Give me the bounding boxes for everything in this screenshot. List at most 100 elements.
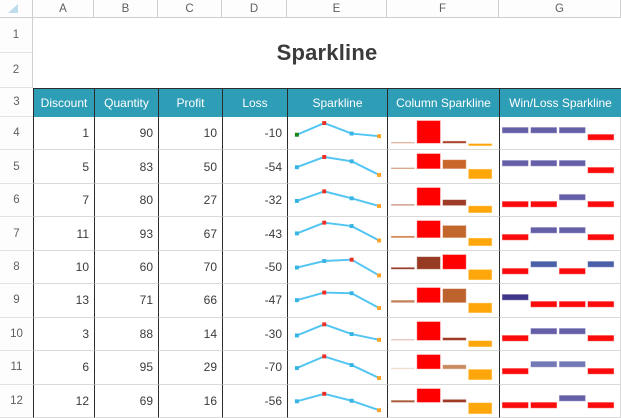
cell-C7[interactable]: 67: [158, 217, 222, 251]
table-header-loss[interactable]: Loss: [222, 88, 287, 117]
cell-G12-winloss-sparkline[interactable]: [499, 384, 621, 418]
cell-E12-line-sparkline[interactable]: [287, 384, 387, 418]
cell-A4[interactable]: 1: [33, 117, 94, 151]
cell-A8[interactable]: 10: [33, 250, 94, 285]
cell-G6-winloss-sparkline[interactable]: [499, 183, 621, 218]
cell-F12-column-sparkline[interactable]: [387, 384, 499, 418]
sheet-title: Sparkline: [276, 40, 378, 65]
winloss-sparkline-chart: [501, 394, 615, 409]
cell-E9-line-sparkline[interactable]: [287, 284, 387, 318]
cell-C9[interactable]: 66: [158, 284, 222, 318]
table-header-discount[interactable]: Discount: [33, 88, 94, 117]
cell-D10[interactable]: -30: [222, 317, 287, 352]
cell-B9[interactable]: 71: [94, 284, 158, 318]
cell-B12[interactable]: 69: [94, 384, 158, 418]
cell-D8[interactable]: -50: [222, 250, 287, 285]
row-header-9[interactable]: 9: [0, 284, 33, 318]
winloss-sparkline-chart: [501, 260, 615, 275]
cell-C10[interactable]: 14: [158, 317, 222, 352]
cell-D6[interactable]: -32: [222, 183, 287, 218]
cell-A11[interactable]: 6: [33, 351, 94, 385]
cell-D4[interactable]: -10: [222, 117, 287, 151]
cell-C5[interactable]: 50: [158, 150, 222, 184]
cell-E10-line-sparkline[interactable]: [287, 317, 387, 352]
cell-E8-line-sparkline[interactable]: [287, 250, 387, 285]
cell-E4-line-sparkline[interactable]: [287, 117, 387, 151]
cell-A6[interactable]: 7: [33, 183, 94, 218]
cell-F5-column-sparkline[interactable]: [387, 150, 499, 184]
cell-G11-winloss-sparkline[interactable]: [499, 351, 621, 385]
cell-B6[interactable]: 80: [94, 183, 158, 218]
cell-F10-column-sparkline[interactable]: [387, 317, 499, 352]
row-header-2[interactable]: 2: [0, 53, 33, 88]
cell-A5[interactable]: 5: [33, 150, 94, 184]
winloss-sparkline-chart: [501, 226, 615, 242]
cell-G9-winloss-sparkline[interactable]: [499, 284, 621, 318]
cell-F11-column-sparkline[interactable]: [387, 351, 499, 385]
cell-B4[interactable]: 90: [94, 117, 158, 151]
row-header-4[interactable]: 4: [0, 117, 33, 151]
table-header-win-loss-sparkline[interactable]: Win/Loss Sparkline: [499, 88, 621, 117]
row-header-6[interactable]: 6: [0, 183, 33, 218]
select-all-triangle-icon: [8, 4, 18, 13]
cell-D5[interactable]: -54: [222, 150, 287, 184]
row-header-1[interactable]: 1: [0, 18, 33, 53]
select-all-corner[interactable]: [0, 0, 33, 18]
table-header-profit[interactable]: Profit: [158, 88, 222, 117]
cell-F7-column-sparkline[interactable]: [387, 217, 499, 251]
cell-G10-winloss-sparkline[interactable]: [499, 317, 621, 352]
row-header-12[interactable]: 12: [0, 384, 33, 418]
column-header-D[interactable]: D: [222, 0, 287, 18]
cell-F8-column-sparkline[interactable]: [387, 250, 499, 285]
cell-A12[interactable]: 12: [33, 384, 94, 418]
line-sparkline-chart: [294, 155, 382, 178]
cell-F9-column-sparkline[interactable]: [387, 284, 499, 318]
cell-A7[interactable]: 11: [33, 217, 94, 251]
row-header-10[interactable]: 10: [0, 317, 33, 352]
winloss-sparkline-chart: [501, 193, 615, 208]
row-header-11[interactable]: 11: [0, 351, 33, 385]
cell-A10[interactable]: 3: [33, 317, 94, 352]
row-header-8[interactable]: 8: [0, 250, 33, 285]
winloss-sparkline-chart: [501, 360, 615, 375]
cell-G8-winloss-sparkline[interactable]: [499, 250, 621, 285]
table-header-quantity[interactable]: Quantity: [94, 88, 158, 117]
cell-B5[interactable]: 83: [94, 150, 158, 184]
cell-E6-line-sparkline[interactable]: [287, 183, 387, 218]
cell-C11[interactable]: 29: [158, 351, 222, 385]
column-header-A[interactable]: A: [33, 0, 94, 18]
cell-E7-line-sparkline[interactable]: [287, 217, 387, 251]
table-header-sparkline[interactable]: Sparkline: [287, 88, 387, 117]
cell-G4-winloss-sparkline[interactable]: [499, 117, 621, 151]
cell-G7-winloss-sparkline[interactable]: [499, 217, 621, 251]
cell-C12[interactable]: 16: [158, 384, 222, 418]
column-header-G[interactable]: G: [499, 0, 621, 18]
cell-D12[interactable]: -56: [222, 384, 287, 418]
cell-C8[interactable]: 70: [158, 250, 222, 285]
row-header-7[interactable]: 7: [0, 217, 33, 251]
cell-C4[interactable]: 10: [158, 117, 222, 151]
column-header-F[interactable]: F: [387, 0, 499, 18]
row-header-5[interactable]: 5: [0, 150, 33, 184]
cell-E11-line-sparkline[interactable]: [287, 351, 387, 385]
cell-F6-column-sparkline[interactable]: [387, 183, 499, 218]
line-sparkline-chart: [294, 257, 382, 278]
cell-B7[interactable]: 93: [94, 217, 158, 251]
cell-B11[interactable]: 95: [94, 351, 158, 385]
column-header-C[interactable]: C: [158, 0, 222, 18]
cell-G5-winloss-sparkline[interactable]: [499, 150, 621, 184]
cell-C6[interactable]: 27: [158, 183, 222, 218]
cell-B10[interactable]: 88: [94, 317, 158, 352]
cell-D9[interactable]: -47: [222, 284, 287, 318]
cell-D7[interactable]: -43: [222, 217, 287, 251]
cell-F4-column-sparkline[interactable]: [387, 117, 499, 151]
cell-B8[interactable]: 60: [94, 250, 158, 285]
cell-E5-line-sparkline[interactable]: [287, 150, 387, 184]
cell-A9[interactable]: 13: [33, 284, 94, 318]
column-header-B[interactable]: B: [94, 0, 158, 18]
row-header-3[interactable]: 3: [0, 88, 33, 117]
cell-D11[interactable]: -70: [222, 351, 287, 385]
column-header-E[interactable]: E: [287, 0, 387, 18]
table-header-column-sparkline[interactable]: Column Sparkline: [387, 88, 499, 117]
